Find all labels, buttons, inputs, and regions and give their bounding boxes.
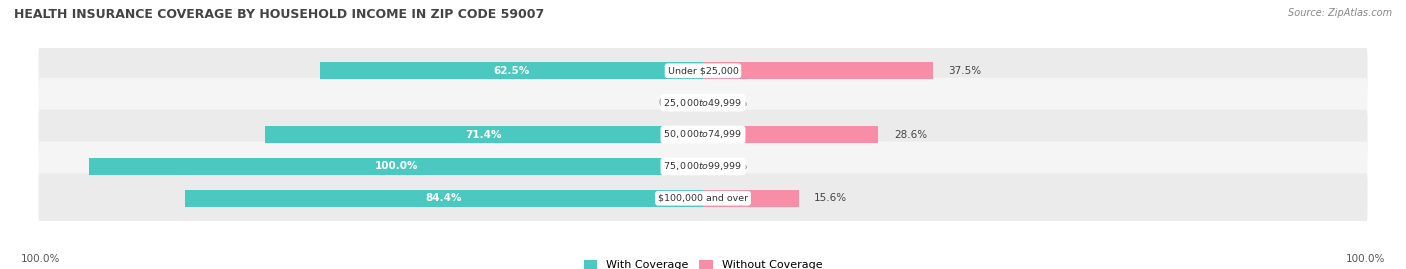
Text: 15.6%: 15.6%	[814, 193, 848, 203]
Bar	[703, 62, 934, 79]
Text: $100,000 and over: $100,000 and over	[658, 194, 748, 203]
Bar	[703, 190, 799, 207]
Text: $50,000 to $74,999: $50,000 to $74,999	[664, 129, 742, 140]
Text: 28.6%: 28.6%	[894, 129, 927, 140]
Text: 0.0%: 0.0%	[658, 98, 685, 108]
Bar	[186, 190, 703, 207]
FancyBboxPatch shape	[38, 78, 1368, 128]
FancyBboxPatch shape	[38, 174, 1368, 223]
Text: 84.4%: 84.4%	[426, 193, 463, 203]
Bar	[264, 126, 703, 143]
FancyBboxPatch shape	[38, 110, 1368, 159]
Bar	[90, 158, 703, 175]
Bar	[703, 126, 879, 143]
Text: 71.4%: 71.4%	[465, 129, 502, 140]
Text: 100.0%: 100.0%	[374, 161, 418, 171]
Text: 0.0%: 0.0%	[721, 98, 748, 108]
Text: 100.0%: 100.0%	[21, 254, 60, 264]
Text: Source: ZipAtlas.com: Source: ZipAtlas.com	[1288, 8, 1392, 18]
Legend: With Coverage, Without Coverage: With Coverage, Without Coverage	[583, 260, 823, 269]
Text: HEALTH INSURANCE COVERAGE BY HOUSEHOLD INCOME IN ZIP CODE 59007: HEALTH INSURANCE COVERAGE BY HOUSEHOLD I…	[14, 8, 544, 21]
Bar	[319, 62, 703, 79]
Text: Under $25,000: Under $25,000	[668, 66, 738, 75]
Text: 62.5%: 62.5%	[494, 66, 530, 76]
FancyBboxPatch shape	[38, 46, 1368, 95]
Text: 100.0%: 100.0%	[1346, 254, 1385, 264]
Text: $25,000 to $49,999: $25,000 to $49,999	[664, 97, 742, 109]
Text: 0.0%: 0.0%	[721, 161, 748, 171]
Text: 37.5%: 37.5%	[949, 66, 981, 76]
FancyBboxPatch shape	[38, 141, 1368, 191]
Text: $75,000 to $99,999: $75,000 to $99,999	[664, 160, 742, 172]
